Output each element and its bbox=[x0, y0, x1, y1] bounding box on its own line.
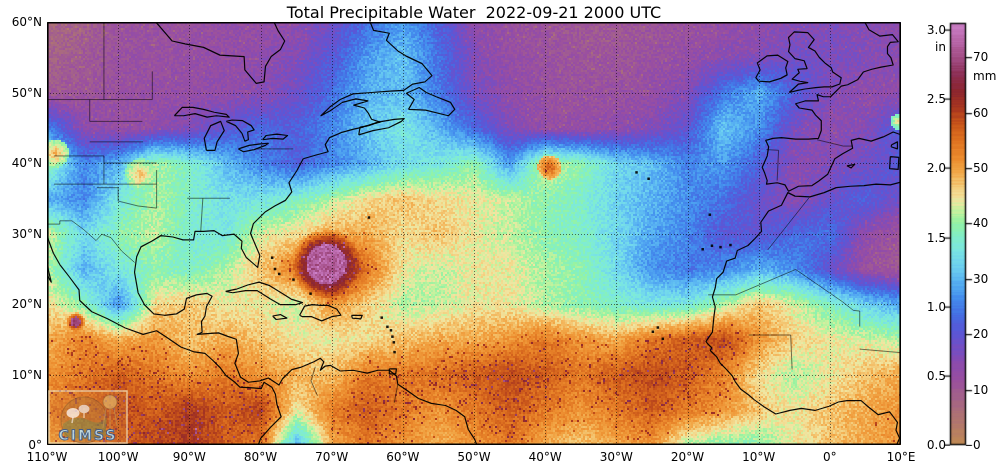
lon-tick-label: 10°E bbox=[886, 450, 916, 464]
lat-tick-label: 20°N bbox=[11, 297, 42, 311]
lon-tick-label: 100°W bbox=[97, 450, 139, 464]
lat-tick-label: 50°N bbox=[11, 85, 42, 100]
colorbar-tick-in: 1.0 bbox=[926, 299, 946, 314]
colorbar-unit-mm: mm bbox=[973, 69, 997, 84]
lon-tick-label: 50°W bbox=[457, 450, 491, 464]
colorbar bbox=[940, 22, 978, 446]
map-title: Total Precipitable Water 2022-09-21 2000… bbox=[286, 3, 662, 22]
colorbar-tick-mm: 20 bbox=[973, 327, 989, 342]
colorbar-tick-mm: 60 bbox=[973, 105, 989, 120]
colorbar-tick-mm: 40 bbox=[973, 216, 989, 231]
satellite-dish-icon bbox=[66, 408, 80, 418]
colorbar-tick-in: 2.5 bbox=[926, 92, 946, 107]
cimss-logo: CIMSS bbox=[48, 390, 128, 444]
globe-land bbox=[63, 417, 106, 439]
lat-tick-label: 30°N bbox=[11, 226, 42, 241]
lon-tick-label: 60°W bbox=[386, 450, 420, 464]
colorbar-tick-mm: 0 bbox=[973, 438, 981, 452]
colorbar-tick-in: 0.5 bbox=[926, 368, 946, 383]
colorbar-tick-mm: 10 bbox=[973, 382, 989, 397]
lat-tick-label: 60°N bbox=[11, 15, 42, 29]
lat-tick-label: 10°N bbox=[11, 367, 42, 382]
colorbar-tick-in: 0.0 bbox=[926, 438, 946, 452]
colorbar-tick-in: 1.5 bbox=[926, 230, 946, 245]
lon-tick-label: 20°W bbox=[670, 450, 705, 464]
lon-tick-label: 80°W bbox=[243, 450, 278, 464]
lon-tick-label: 10°W bbox=[742, 450, 776, 464]
lon-tick-label: 70°W bbox=[315, 450, 349, 464]
lat-tick-label: 40°N bbox=[11, 156, 42, 170]
sun-icon bbox=[102, 394, 118, 410]
lon-tick-label: 30°W bbox=[599, 450, 633, 464]
lat-tick-label: 0° bbox=[28, 438, 42, 452]
colorbar-tick-in: 2.0 bbox=[926, 161, 946, 176]
lon-tick-label: 110°W bbox=[26, 450, 68, 464]
colorbar-tick-in: 3.0 bbox=[926, 23, 946, 38]
lon-tick-label: 40°W bbox=[528, 450, 562, 464]
colorbar-tick-mm: 30 bbox=[973, 271, 989, 286]
tpw-map bbox=[47, 22, 901, 445]
colorbar-tick-mm: 50 bbox=[973, 161, 989, 175]
logo-text: CIMSS bbox=[59, 428, 118, 444]
colorbar-unit-in: in bbox=[935, 40, 946, 55]
satellite-dish-icon-2 bbox=[78, 404, 90, 414]
lon-tick-label: 0° bbox=[823, 450, 837, 464]
colorbar-tick-mm: 70 bbox=[973, 50, 989, 65]
lon-tick-label: 90°W bbox=[172, 450, 206, 464]
